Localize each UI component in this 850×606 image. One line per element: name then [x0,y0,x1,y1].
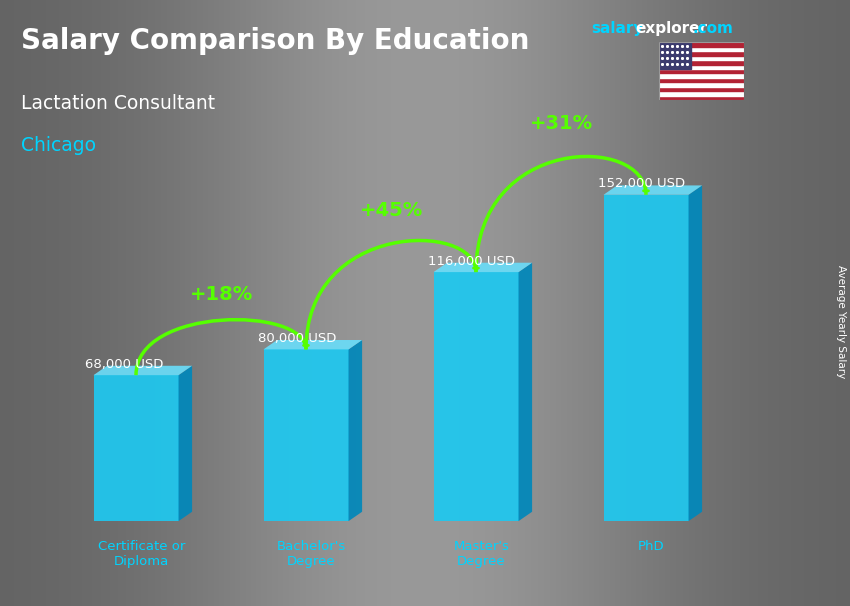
Polygon shape [434,263,532,272]
Text: +18%: +18% [190,285,252,304]
Text: .com: .com [693,21,734,36]
Text: Master's
Degree: Master's Degree [454,540,509,568]
Bar [659,87,744,91]
Bar [659,47,744,52]
Bar [659,78,744,82]
Polygon shape [264,350,348,521]
Polygon shape [94,375,178,521]
Bar [659,69,744,73]
Text: 152,000 USD: 152,000 USD [598,178,685,190]
Polygon shape [604,185,702,195]
Polygon shape [518,263,532,521]
Bar [659,52,744,56]
Bar [659,65,744,69]
Polygon shape [604,195,689,521]
Polygon shape [688,185,702,521]
Bar [659,82,744,87]
Text: 68,000 USD: 68,000 USD [85,358,163,371]
Text: PhD: PhD [638,540,665,553]
Text: Salary Comparison By Education: Salary Comparison By Education [21,27,530,55]
Text: +45%: +45% [360,201,422,219]
Bar [659,42,744,47]
Text: 116,000 USD: 116,000 USD [428,255,515,268]
Text: Certificate or
Diploma: Certificate or Diploma [98,540,185,568]
Bar [659,91,744,96]
Text: explorer: explorer [636,21,708,36]
Bar [659,73,744,78]
Polygon shape [348,340,362,521]
Text: 80,000 USD: 80,000 USD [258,332,337,345]
Text: +31%: +31% [530,114,592,133]
Bar [659,56,744,60]
Bar [659,96,744,100]
Polygon shape [434,272,518,521]
Bar [659,42,691,69]
Text: Bachelor's
Degree: Bachelor's Degree [277,540,346,568]
Text: salary: salary [591,21,643,36]
Polygon shape [178,366,192,521]
Text: Average Yearly Salary: Average Yearly Salary [836,265,846,378]
Polygon shape [94,366,192,375]
Text: Lactation Consultant: Lactation Consultant [21,94,215,113]
Polygon shape [264,340,362,350]
Text: Chicago: Chicago [21,136,96,155]
Bar [659,60,744,65]
